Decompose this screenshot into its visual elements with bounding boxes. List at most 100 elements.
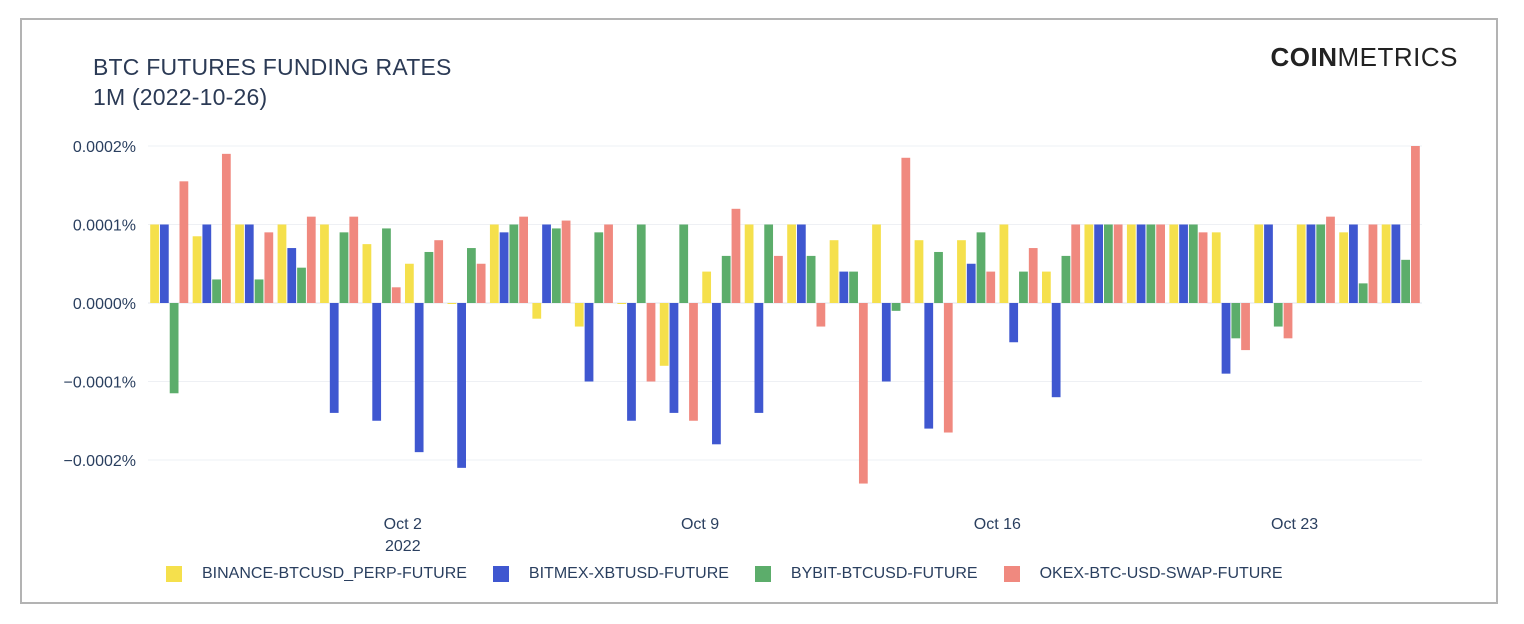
bar-bybit-btcusd-future [721, 255, 731, 303]
bar-bybit-btcusd-future [849, 271, 858, 303]
bar-binance-btcusd-perp-future [192, 236, 202, 303]
legend-item[interactable]: OKEX-BTC-USD-SWAP-FUTURE [1003, 565, 1283, 583]
bar-binance-btcusd-perp-future [1211, 232, 1221, 303]
bar-binance-btcusd-perp-future [1254, 224, 1264, 303]
y-tick-label: 0.0002% [73, 139, 136, 156]
bar-bitmex-xbtusd-future [499, 232, 509, 303]
bar-bybit-btcusd-future [679, 224, 689, 303]
legend-item[interactable]: BYBIT-BTCUSD-FUTURE [754, 565, 978, 583]
bar-bybit-btcusd-future [467, 248, 476, 303]
y-axis: 0.0002% 0.0001% 0.0000% −0.0001% −0.0002% [63, 139, 136, 470]
brand-logo-light: METRICS [1337, 42, 1458, 72]
bar-okex-btc-usd-swap-future [858, 303, 868, 484]
bar-okex-btc-usd-swap-future [731, 208, 741, 303]
bar-binance-btcusd-perp-future [532, 303, 542, 319]
chart-title-line2: 1M (2022-10-26) [93, 84, 268, 110]
bar-binance-btcusd-perp-future [872, 224, 881, 303]
legend-label: BITMEX-XBTUSD-FUTURE [528, 565, 729, 582]
bar-binance-btcusd-perp-future [914, 240, 924, 303]
x-tick-label: Oct 16 [974, 516, 1021, 533]
legend-item[interactable]: BITMEX-XBTUSD-FUTURE [492, 565, 729, 583]
bar-bybit-btcusd-future [806, 255, 816, 303]
bar-binance-btcusd-perp-future [489, 224, 499, 303]
bar-bybit-btcusd-future [551, 228, 561, 303]
legend-label: BINANCE-BTCUSD_PERP-FUTURE [202, 565, 467, 582]
chart-title: BTC FUTURES FUNDING RATES 1M (2022-10-26… [93, 52, 452, 112]
bar-okex-btc-usd-swap-future [306, 216, 316, 303]
bar-bybit-btcusd-future [594, 232, 604, 303]
bar-binance-btcusd-perp-future [235, 224, 244, 303]
bar-okex-btc-usd-swap-future [434, 240, 444, 303]
x-tick-label-year: 2022 [385, 538, 421, 555]
bar-bitmex-xbtusd-future [1391, 224, 1401, 303]
bar-okex-btc-usd-swap-future [1113, 224, 1123, 303]
bar-binance-btcusd-perp-future [617, 303, 627, 304]
bar-okex-btc-usd-swap-future [986, 271, 996, 303]
legend-swatch [166, 566, 182, 582]
bar-bybit-btcusd-future [1401, 259, 1411, 303]
grid-layer [148, 145, 1422, 461]
bar-bybit-btcusd-future [1188, 224, 1198, 303]
bar-binance-btcusd-perp-future [787, 224, 796, 303]
bar-okex-btc-usd-swap-future [519, 216, 529, 303]
bar-binance-btcusd-perp-future [1169, 224, 1179, 303]
bar-bitmex-xbtusd-future [1306, 224, 1316, 303]
y-tick-label: −0.0002% [63, 453, 136, 470]
bar-okex-btc-usd-swap-future [179, 181, 189, 303]
bar-bybit-btcusd-future [636, 224, 646, 303]
bar-binance-btcusd-perp-future [744, 224, 754, 303]
bar-bybit-btcusd-future [1231, 303, 1241, 339]
bar-bitmex-xbtusd-future [202, 224, 212, 303]
bar-bitmex-xbtusd-future [584, 303, 594, 382]
bar-bybit-btcusd-future [1061, 255, 1071, 303]
bar-bybit-btcusd-future [891, 303, 901, 311]
bar-bitmex-xbtusd-future [754, 303, 764, 413]
bar-binance-btcusd-perp-future [362, 244, 372, 303]
bar-bitmex-xbtusd-future [244, 224, 254, 303]
bar-bitmex-xbtusd-future [287, 248, 297, 303]
y-tick-label: 0.0001% [73, 218, 136, 235]
bar-bybit-btcusd-future [509, 224, 519, 303]
bar-bybit-btcusd-future [254, 279, 264, 303]
bar-bitmex-xbtusd-future [881, 303, 891, 382]
chart-title-line1: BTC FUTURES FUNDING RATES [93, 54, 452, 80]
bar-bybit-btcusd-future [212, 279, 221, 303]
bar-okex-btc-usd-swap-future [349, 216, 359, 303]
bar-binance-btcusd-perp-future [659, 303, 669, 366]
bar-bitmex-xbtusd-future [924, 303, 934, 429]
x-tick-label: Oct 2 [384, 516, 422, 533]
bar-okex-btc-usd-swap-future [1156, 224, 1166, 303]
bar-bitmex-xbtusd-future [414, 303, 424, 453]
bar-bybit-btcusd-future [1146, 224, 1156, 303]
bar-binance-btcusd-perp-future [447, 303, 457, 304]
bar-bitmex-xbtusd-future [796, 224, 806, 303]
bar-layer [150, 146, 1420, 484]
bar-okex-btc-usd-swap-future [646, 303, 656, 382]
bar-bitmex-xbtusd-future [457, 303, 466, 468]
bar-okex-btc-usd-swap-future [1326, 216, 1335, 303]
bar-bitmex-xbtusd-future [627, 303, 636, 421]
bar-binance-btcusd-perp-future [150, 224, 159, 303]
bar-okex-btc-usd-swap-future [1283, 303, 1293, 339]
bar-bitmex-xbtusd-future [966, 263, 976, 303]
bar-bybit-btcusd-future [764, 224, 774, 303]
bar-bybit-btcusd-future [424, 251, 434, 303]
bar-bitmex-xbtusd-future [542, 224, 551, 303]
bar-bybit-btcusd-future [1273, 303, 1283, 327]
x-tick-label: Oct 9 [681, 516, 719, 533]
bar-bybit-btcusd-future [976, 232, 986, 303]
bar-okex-btc-usd-swap-future [943, 303, 953, 433]
bar-bybit-btcusd-future [382, 228, 391, 303]
bar-okex-btc-usd-swap-future [221, 153, 231, 303]
bar-binance-btcusd-perp-future [404, 263, 414, 303]
x-tick-label: Oct 23 [1271, 516, 1318, 533]
legend-item[interactable]: BINANCE-BTCUSD_PERP-FUTURE [166, 565, 467, 583]
legend-swatch [492, 566, 509, 582]
bar-okex-btc-usd-swap-future [901, 157, 911, 303]
brand-logo-bold: COIN [1270, 42, 1338, 72]
bar-bitmex-xbtusd-future [1009, 303, 1019, 343]
bar-binance-btcusd-perp-future [1381, 224, 1391, 303]
bar-okex-btc-usd-swap-future [1368, 224, 1378, 303]
bar-bybit-btcusd-future [297, 267, 306, 303]
